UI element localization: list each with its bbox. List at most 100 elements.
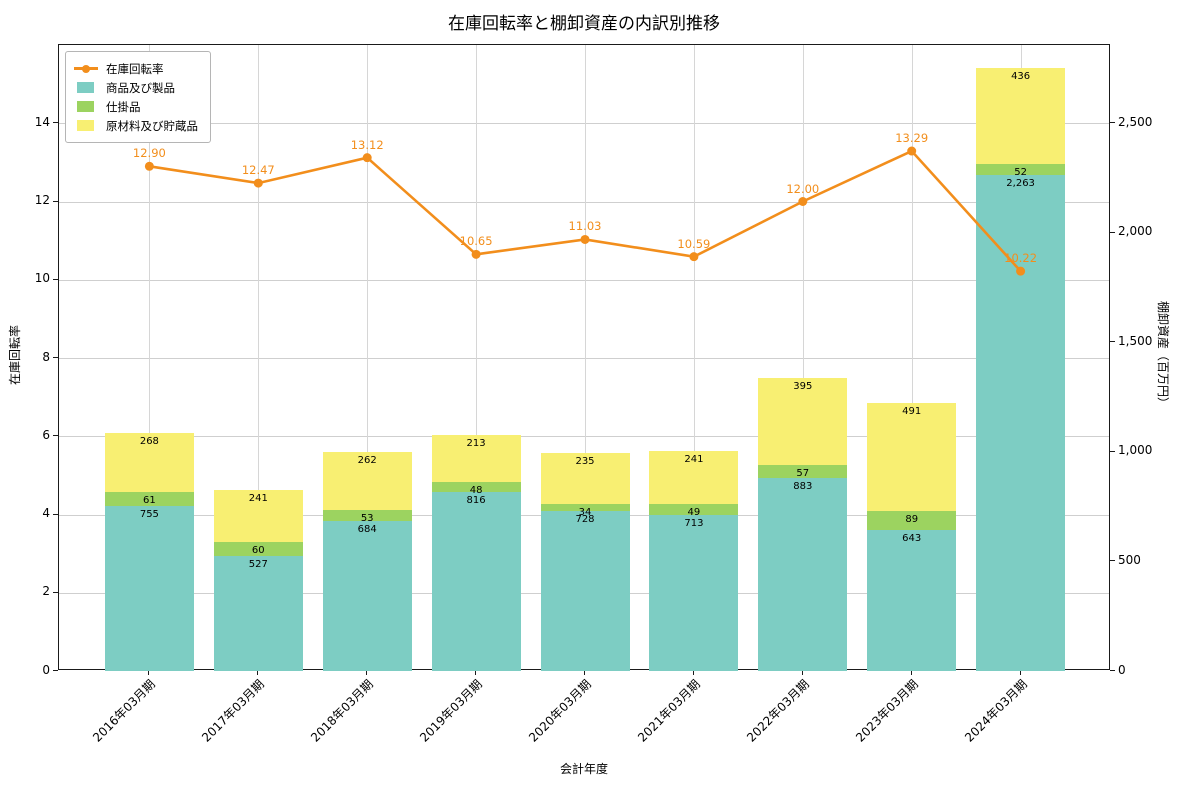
- tick-mark: [475, 670, 477, 675]
- tick-mark: [53, 513, 58, 515]
- tick-mark: [53, 591, 58, 593]
- bar-segment: [540, 504, 630, 512]
- legend-item-wip: 仕掛品: [74, 97, 198, 116]
- line-value-label: 11.03: [568, 219, 602, 234]
- bar-segment: [213, 542, 303, 556]
- bar-value-label: 395: [793, 381, 813, 393]
- bar-segment: [758, 477, 848, 671]
- tick-mark: [53, 670, 58, 671]
- y-axis-tick-label-left: 6: [42, 427, 50, 442]
- bar-value-label: 436: [1011, 71, 1031, 83]
- bar-segment: [867, 530, 957, 671]
- bar-value-label: 241: [248, 492, 268, 504]
- bar-value-label: 213: [466, 438, 486, 450]
- line-value-label: 12.00: [786, 181, 820, 196]
- gridline-vertical: [911, 45, 913, 669]
- y-axis-tick-label-right: 0: [1118, 662, 1126, 677]
- gridline-vertical: [476, 45, 478, 669]
- bar-value-label: 53: [360, 512, 374, 524]
- line-value-label: 13.12: [350, 137, 384, 152]
- bar-value-label: 57: [796, 468, 810, 480]
- y-axis-tick-label-right: 2,000: [1118, 224, 1153, 239]
- bar-segment: [867, 510, 957, 531]
- legend-label-wip: 仕掛品: [106, 99, 141, 114]
- y-axis-tick-label-right: 500: [1118, 552, 1141, 567]
- products-swatch-icon: [77, 82, 94, 93]
- bar-segment: [649, 451, 739, 505]
- raw-materials-swatch-icon: [77, 120, 94, 131]
- bar-value-label: 755: [139, 508, 159, 520]
- gridline-vertical: [367, 45, 369, 669]
- bar-segment: [431, 435, 521, 482]
- bar-segment: [322, 509, 412, 522]
- line-value-label: 10.65: [459, 234, 493, 249]
- bar-value-label: 89: [905, 513, 919, 525]
- chart-title: 在庫回転率と棚卸資産の内訳別推移: [448, 14, 720, 34]
- bar-value-label: 34: [578, 507, 592, 519]
- legend-item-raw-materials: 原材料及び貯蔵品: [74, 116, 198, 135]
- bar-segment: [540, 511, 630, 671]
- tick-mark: [257, 670, 259, 675]
- bar-value-label: 527: [248, 558, 268, 570]
- gridline-horizontal: [59, 123, 1109, 125]
- bar-value-label: 60: [251, 545, 265, 557]
- bar-segment: [213, 555, 303, 671]
- bar-value-label: 643: [902, 533, 922, 545]
- tick-mark: [584, 670, 585, 675]
- bar-segment: [867, 403, 957, 511]
- bar-segment: [322, 521, 412, 671]
- bar-value-label: 48: [469, 484, 483, 496]
- y-axis-tick-label-right: 2,500: [1118, 114, 1153, 129]
- wip-swatch-icon: [77, 101, 94, 112]
- legend: 在庫回転率 商品及び製品 仕掛品 原材料及び貯蔵品: [65, 51, 211, 143]
- legend-label-raw-materials: 原材料及び貯蔵品: [106, 118, 198, 133]
- bar-value-label: 61: [143, 495, 156, 507]
- y-axis-tick-label-left: 2: [42, 584, 50, 599]
- gridline-horizontal: [59, 358, 1109, 359]
- gridline-horizontal: [59, 436, 1109, 438]
- bar-segment: [431, 492, 521, 671]
- gridline-vertical: [585, 45, 586, 669]
- y-axis-label-right: 棚卸資産（百万円）: [1156, 300, 1170, 409]
- y-axis-tick-label-left: 12: [34, 193, 50, 207]
- bar-value-label: 728: [575, 514, 595, 526]
- y-axis-tick-label-left: 8: [42, 349, 50, 364]
- bar-segment: [976, 175, 1066, 671]
- y-axis-tick-label-left: 4: [42, 506, 50, 520]
- bar-value-label: 2,263: [1006, 178, 1035, 190]
- bar-segment: [431, 481, 521, 493]
- tick-mark: [53, 122, 58, 124]
- gridline-horizontal: [59, 201, 1109, 203]
- gridline-vertical: [258, 45, 260, 669]
- y-axis-tick-label-right: 1,000: [1118, 443, 1153, 458]
- line-value-label: 12.47: [241, 163, 275, 178]
- line-marker-icon: [74, 64, 98, 73]
- bar-value-label: 49: [687, 507, 701, 519]
- bar-value-label: 241: [684, 454, 704, 466]
- tick-mark: [1110, 341, 1115, 343]
- tick-mark: [1019, 670, 1021, 675]
- plot-area: 在庫回転率 商品及び製品 仕掛品 原材料及び貯蔵品 755 61 268 527 60 2…: [58, 44, 1110, 671]
- tick-mark: [53, 357, 58, 358]
- gridline-vertical: [802, 45, 804, 669]
- bar-segment: [104, 505, 194, 671]
- line-value-label: 10.22: [1004, 251, 1038, 266]
- bar-segment: [758, 378, 848, 466]
- bar-segment: [976, 68, 1066, 164]
- tick-mark: [366, 670, 368, 675]
- line-value-label: 13.29: [895, 131, 929, 146]
- tick-mark: [1110, 122, 1115, 124]
- bar-segment: [649, 514, 739, 671]
- x-axis-label: 会計年度: [559, 762, 608, 776]
- bar-value-label: 883: [793, 480, 813, 492]
- bar-value-label: 262: [357, 455, 377, 467]
- gridline-vertical: [693, 45, 695, 669]
- tick-mark: [53, 200, 58, 202]
- y-axis-tick-label-left: 0: [42, 662, 50, 677]
- bar-value-label: 684: [357, 524, 377, 536]
- bar-value-label: 816: [466, 495, 486, 507]
- bar-value-label: 713: [684, 517, 704, 529]
- bar-value-label: 491: [902, 406, 922, 418]
- y-axis-tick-label-right: 1,500: [1118, 333, 1153, 348]
